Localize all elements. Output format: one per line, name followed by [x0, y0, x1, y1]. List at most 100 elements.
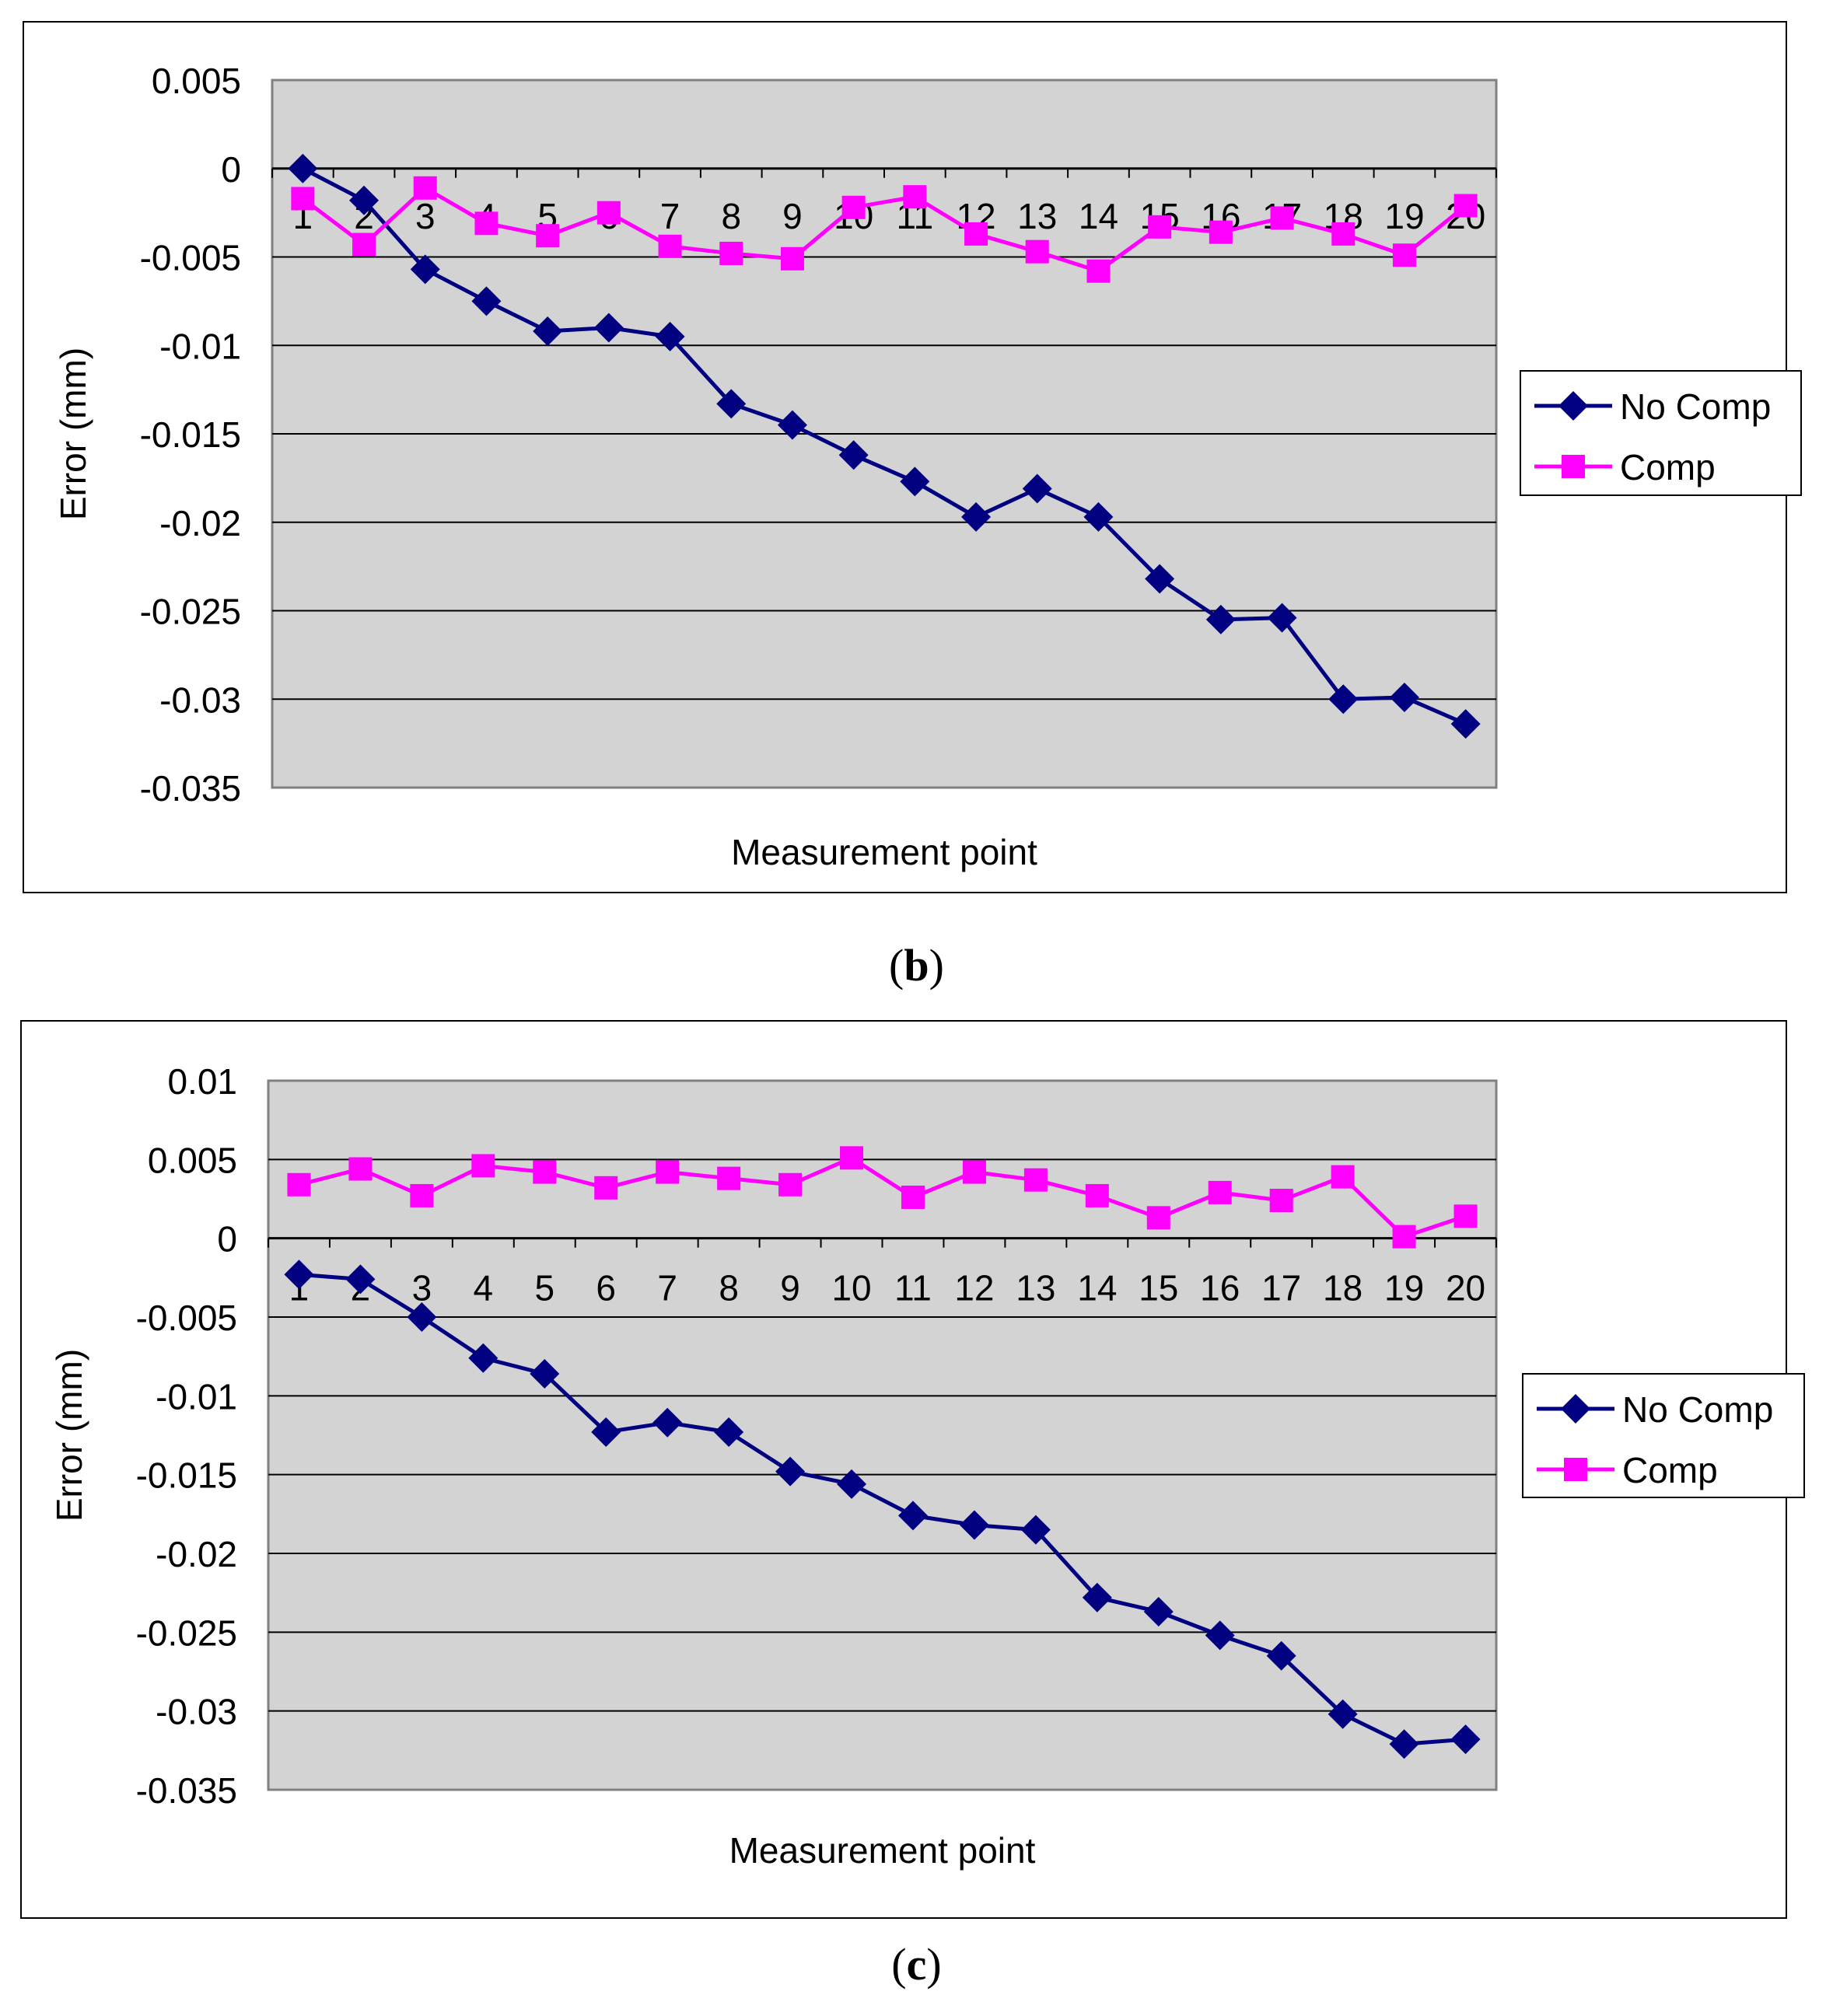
- comp-point: [1148, 215, 1172, 239]
- comp-point: [1331, 1165, 1355, 1189]
- no-comp-point: [533, 316, 563, 347]
- no-comp-point: [1020, 1515, 1051, 1545]
- y-tick-label: -0.015: [140, 414, 241, 455]
- legend: No Comp Comp: [1520, 370, 1802, 496]
- x-tick-label: 16: [1200, 1268, 1240, 1308]
- no-comp-point: [1205, 1620, 1235, 1651]
- no-comp-point: [652, 1407, 683, 1438]
- y-tick-label: -0.02: [159, 503, 241, 543]
- y-tick-label: -0.01: [159, 326, 241, 366]
- no-comp-point: [1389, 682, 1419, 712]
- y-axis-title: Error (mm): [53, 348, 93, 520]
- no-comp-point: [345, 1264, 376, 1295]
- comp-point: [658, 234, 682, 258]
- no-comp-point: [1143, 1596, 1174, 1626]
- comp-point: [1209, 220, 1233, 244]
- x-tick-label: 5: [534, 1268, 554, 1308]
- x-tick-label: 7: [660, 196, 680, 236]
- x-tick-label: 20: [1446, 1268, 1485, 1308]
- y-tick-label: -0.03: [156, 1692, 237, 1732]
- x-tick-label: 9: [780, 1268, 800, 1308]
- no-comp-point: [471, 286, 502, 316]
- no-comp-point: [1328, 1699, 1358, 1729]
- y-tick-label: -0.02: [156, 1534, 237, 1574]
- comp-point: [1331, 222, 1356, 246]
- no-comp-point: [1389, 1729, 1419, 1759]
- y-tick-label: 0.01: [167, 1061, 237, 1102]
- comp-point: [1146, 1206, 1170, 1230]
- y-tick-label: -0.035: [136, 1770, 237, 1811]
- caption-c: (c): [891, 1939, 942, 1990]
- x-tick-label: 19: [1384, 1268, 1424, 1308]
- no-comp-point: [591, 1417, 621, 1447]
- no-comp-point: [407, 1302, 437, 1332]
- comp-point: [656, 1160, 680, 1184]
- no-comp-point: [837, 1469, 867, 1499]
- comp-point: [1025, 239, 1049, 264]
- comp-point: [719, 241, 743, 265]
- comp-point: [780, 246, 804, 271]
- y-tick-label: 0: [221, 149, 241, 190]
- comp-point: [1269, 1189, 1293, 1213]
- no-comp-point: [777, 410, 807, 440]
- comp-point: [1023, 1168, 1048, 1192]
- x-tick-label: 18: [1323, 1268, 1363, 1308]
- no-comp-point: [897, 1501, 928, 1531]
- comp-point: [964, 222, 988, 246]
- x-tick-label: 14: [1077, 1268, 1117, 1308]
- x-tick-label: 8: [719, 1268, 739, 1308]
- comp-point: [536, 224, 560, 248]
- no-comp-point: [288, 153, 318, 183]
- y-axis-title: Error (mm): [49, 1349, 89, 1522]
- comp-point: [287, 1172, 311, 1197]
- no-comp-point: [284, 1260, 314, 1290]
- comp-point: [778, 1172, 803, 1197]
- no-comp-point: [1022, 473, 1052, 504]
- caption-c-label: c: [906, 1939, 927, 1990]
- caption-b-label: b: [904, 940, 929, 991]
- comp-point: [410, 1183, 434, 1207]
- comp-point: [903, 185, 927, 209]
- comp-point: [596, 201, 621, 225]
- no-comp-point: [900, 466, 930, 497]
- legend-label-comp: Comp: [1620, 447, 1716, 487]
- no-comp-point: [961, 501, 992, 532]
- x-tick-label: 13: [1016, 1268, 1055, 1308]
- y-tick-label: -0.03: [159, 680, 241, 720]
- no-comp-point: [1267, 603, 1297, 633]
- comp-point: [533, 1160, 557, 1184]
- no-comp-point: [530, 1358, 560, 1389]
- y-tick-label: -0.01: [156, 1376, 237, 1417]
- no-comp-point: [714, 1417, 744, 1447]
- no-comp-point: [410, 254, 440, 285]
- no-comp-point: [349, 185, 380, 215]
- comp-point: [471, 1154, 495, 1178]
- comp-point: [594, 1176, 618, 1200]
- x-tick-label: 10: [831, 1268, 871, 1308]
- y-tick-label: -0.005: [136, 1298, 237, 1338]
- x-axis-title: Measurement point: [731, 832, 1037, 872]
- y-tick-label: 0.005: [152, 61, 241, 101]
- legend: No Comp Comp: [1522, 1373, 1805, 1498]
- x-tick-label: 6: [596, 1268, 616, 1308]
- y-tick-label: -0.015: [136, 1455, 237, 1496]
- x-tick-label: 3: [412, 1268, 432, 1308]
- no-comp-point: [838, 440, 869, 470]
- no-comp-point: [775, 1456, 806, 1487]
- x-tick-label: 11: [894, 1268, 932, 1308]
- legend-marker-no-comp: [1561, 1394, 1590, 1424]
- no-comp-point: [1145, 564, 1175, 594]
- chart-panel-b: 0.005 0 -0.005 -0.01 -0.015 -0.02 -0.025 -0.03 -…: [23, 21, 1802, 893]
- comp-point: [348, 1157, 373, 1181]
- x-tick-label: 7: [657, 1268, 677, 1308]
- x-tick-label: 17: [1261, 1268, 1301, 1308]
- no-comp-point: [959, 1510, 989, 1540]
- no-comp-point: [1205, 604, 1236, 634]
- no-comp-point: [1328, 684, 1359, 715]
- no-comp-point: [1082, 1582, 1112, 1612]
- y-tick-label: -0.025: [136, 1612, 237, 1653]
- legend-label-no-comp: No Comp: [1622, 1389, 1773, 1430]
- comp-point: [352, 232, 376, 257]
- x-tick-label: 19: [1384, 196, 1424, 236]
- no-comp-point: [1083, 501, 1114, 532]
